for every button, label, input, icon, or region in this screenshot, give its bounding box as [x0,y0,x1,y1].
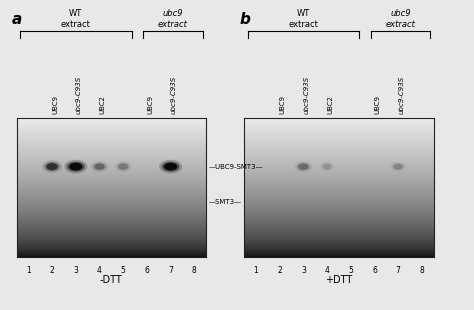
Ellipse shape [91,161,109,172]
Text: 5: 5 [121,266,126,275]
Text: 8: 8 [192,266,197,275]
Ellipse shape [117,162,130,171]
Text: UBC9: UBC9 [374,95,381,114]
Text: +DTT: +DTT [325,276,353,286]
Text: b: b [239,12,250,27]
Text: -DTT: -DTT [100,276,123,286]
Text: 3: 3 [301,266,306,275]
Ellipse shape [323,164,331,169]
Text: —UBC9-SMT3—: —UBC9-SMT3— [209,164,263,170]
Text: 3: 3 [73,266,78,275]
Ellipse shape [393,164,403,169]
Ellipse shape [46,163,58,170]
Text: 1: 1 [254,266,258,275]
Ellipse shape [321,163,333,170]
Ellipse shape [162,162,180,172]
Ellipse shape [118,163,128,170]
Text: 2: 2 [277,266,282,275]
Text: 7: 7 [396,266,401,275]
Text: 8: 8 [419,266,424,275]
Text: ubc9-C93S: ubc9-C93S [303,75,310,114]
Text: 4: 4 [97,266,102,275]
Text: 6: 6 [372,266,377,275]
Ellipse shape [298,163,309,170]
Ellipse shape [64,160,87,174]
Text: 1: 1 [26,266,31,275]
Text: ubc9
extract: ubc9 extract [158,9,188,29]
Text: 4: 4 [325,266,329,275]
Text: —SMT3—: —SMT3— [209,198,242,205]
Ellipse shape [294,161,312,172]
Ellipse shape [164,163,177,170]
Text: UBC9: UBC9 [52,95,58,114]
Text: UBC9: UBC9 [147,95,153,114]
Text: ubc9-C93S: ubc9-C93S [76,75,82,114]
Ellipse shape [67,162,85,172]
Ellipse shape [115,161,132,172]
Text: ubc9
extract: ubc9 extract [385,9,416,29]
Ellipse shape [93,162,106,171]
Ellipse shape [94,163,105,170]
Text: WT
extract: WT extract [288,9,319,29]
Text: 6: 6 [145,266,149,275]
Text: UBC2: UBC2 [100,95,106,114]
Text: WT
extract: WT extract [61,9,91,29]
Text: UBC9: UBC9 [280,95,286,114]
Ellipse shape [42,160,62,173]
Text: ubc9-C93S: ubc9-C93S [398,75,404,114]
Text: ubc9-C93S: ubc9-C93S [171,75,177,114]
Ellipse shape [45,162,60,171]
Text: 2: 2 [50,266,55,275]
Text: UBC2: UBC2 [327,95,333,114]
Text: a: a [12,12,22,27]
Ellipse shape [297,162,310,171]
Text: 7: 7 [168,266,173,275]
Text: 5: 5 [348,266,353,275]
Ellipse shape [159,160,182,174]
Ellipse shape [69,163,82,170]
Ellipse shape [392,163,404,170]
